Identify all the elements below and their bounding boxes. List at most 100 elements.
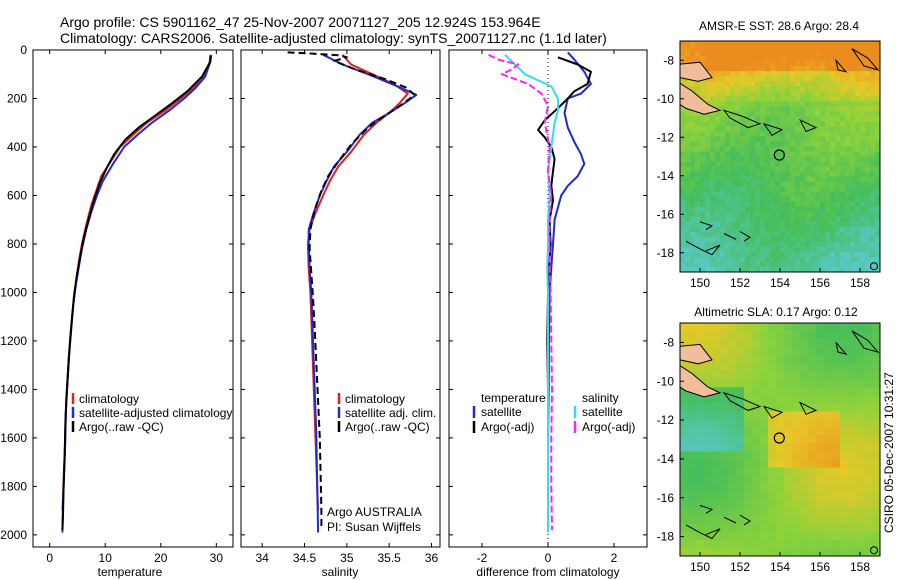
heatmap-cell — [810, 41, 816, 47]
heatmap-cell — [720, 201, 726, 208]
heatmap-cell — [875, 156, 880, 163]
heatmap-cell — [775, 171, 781, 178]
heatmap-cell — [825, 191, 831, 198]
heatmap-cell — [816, 539, 825, 549]
heatmap-cell — [855, 111, 861, 117]
heatmap-cell — [795, 211, 801, 218]
heatmap-cell — [705, 96, 711, 102]
heatmap-cell — [872, 483, 880, 493]
heatmap-cell — [840, 515, 849, 525]
heatmap-cell — [775, 46, 781, 52]
heatmap-cell — [784, 395, 793, 404]
heatmap-cell — [730, 91, 736, 97]
heatmap-cell — [760, 216, 766, 223]
heatmap-cell — [775, 181, 781, 188]
heatmap-cell — [768, 403, 777, 412]
heatmap-cell — [745, 136, 751, 143]
heatmap-cell — [750, 266, 756, 272]
heatmap-cell — [845, 236, 851, 243]
heatmap-cell — [755, 161, 761, 168]
heatmap-cell — [755, 241, 761, 248]
heatmap-cell — [784, 451, 793, 461]
heatmap-cell — [825, 116, 831, 122]
heatmap-cell — [808, 443, 817, 453]
heatmap-cell — [680, 539, 689, 549]
heatmap-cell — [840, 231, 846, 238]
heatmap-cell — [840, 251, 846, 258]
heatmap-cell — [840, 91, 846, 97]
heatmap-cell — [768, 331, 777, 340]
heatmap-cell — [830, 116, 836, 122]
heatmap-cell — [720, 166, 726, 173]
heatmap-cell — [735, 151, 741, 158]
heatmap-cell — [690, 251, 696, 258]
heatmap-cell — [850, 166, 856, 173]
heatmap-cell — [790, 261, 796, 268]
heatmap-cell — [848, 467, 857, 477]
heatmap-cell — [690, 176, 696, 183]
heatmap-cell — [696, 459, 705, 469]
heatmap-cell — [720, 531, 729, 541]
heatmap-cell — [730, 146, 736, 153]
heatmap-cell — [744, 371, 753, 380]
heatmap-cell — [680, 451, 689, 461]
heatmap-cell — [835, 101, 841, 107]
heatmap-cell — [744, 403, 753, 412]
heatmap-cell — [745, 171, 751, 178]
heatmap-cell — [775, 206, 781, 213]
heatmap-cell — [875, 251, 880, 258]
heatmap-cell — [840, 161, 846, 168]
heatmap-cell — [875, 231, 880, 238]
heatmap-cell — [815, 191, 821, 198]
heatmap-cell — [730, 161, 736, 168]
heatmap-cell — [760, 76, 766, 82]
heatmap-cell — [808, 331, 817, 340]
heatmap-cell — [875, 56, 880, 62]
heatmap-cell — [860, 96, 866, 102]
heatmap-cell — [830, 126, 836, 132]
heatmap-cell — [808, 435, 817, 445]
heatmap-cell — [830, 206, 836, 213]
heatmap-cell — [808, 427, 817, 437]
heatmap-cell — [704, 419, 713, 429]
heatmap-cell — [820, 241, 826, 248]
heatmap-cell — [840, 111, 846, 117]
heatmap-cell — [770, 186, 776, 193]
heatmap-cell — [792, 323, 801, 332]
heatmap-cell — [760, 121, 766, 127]
heatmap-cell — [760, 61, 766, 67]
heatmap-cell — [815, 236, 821, 243]
heatmap-cell — [784, 323, 793, 332]
heatmap-cell — [840, 539, 849, 549]
heatmap-cell — [810, 246, 816, 253]
heatmap-cell — [810, 236, 816, 243]
heatmap-cell — [770, 121, 776, 127]
heatmap-cell — [824, 347, 833, 356]
heatmap-cell — [785, 176, 791, 183]
heatmap-cell — [704, 547, 713, 556]
heatmap-cell — [810, 231, 816, 238]
heatmap-cell — [840, 435, 849, 445]
heatmap-cell — [815, 231, 821, 238]
heatmap-cell — [715, 136, 721, 143]
heatmap-cell — [850, 51, 856, 57]
heatmap-cell — [860, 201, 866, 208]
heatmap-cell — [705, 86, 711, 92]
heatmap-cell — [850, 156, 856, 163]
heatmap-cell — [696, 483, 705, 493]
heatmap-cell — [745, 101, 751, 107]
heatmap-cell — [860, 46, 866, 52]
heatmap-cell — [730, 136, 736, 143]
heatmap-cell — [755, 81, 761, 87]
heatmap-cell — [872, 531, 880, 541]
heatmap-cell — [780, 111, 786, 117]
heatmap-cell — [815, 66, 821, 72]
heatmap-cell — [760, 499, 769, 509]
heatmap-cell — [770, 196, 776, 203]
heatmap-cell — [736, 531, 745, 541]
heatmap-cell — [875, 196, 880, 203]
heatmap-cell — [820, 171, 826, 178]
heatmap-cell — [848, 451, 857, 461]
heatmap-cell — [835, 96, 841, 102]
heatmap-cell — [860, 171, 866, 178]
